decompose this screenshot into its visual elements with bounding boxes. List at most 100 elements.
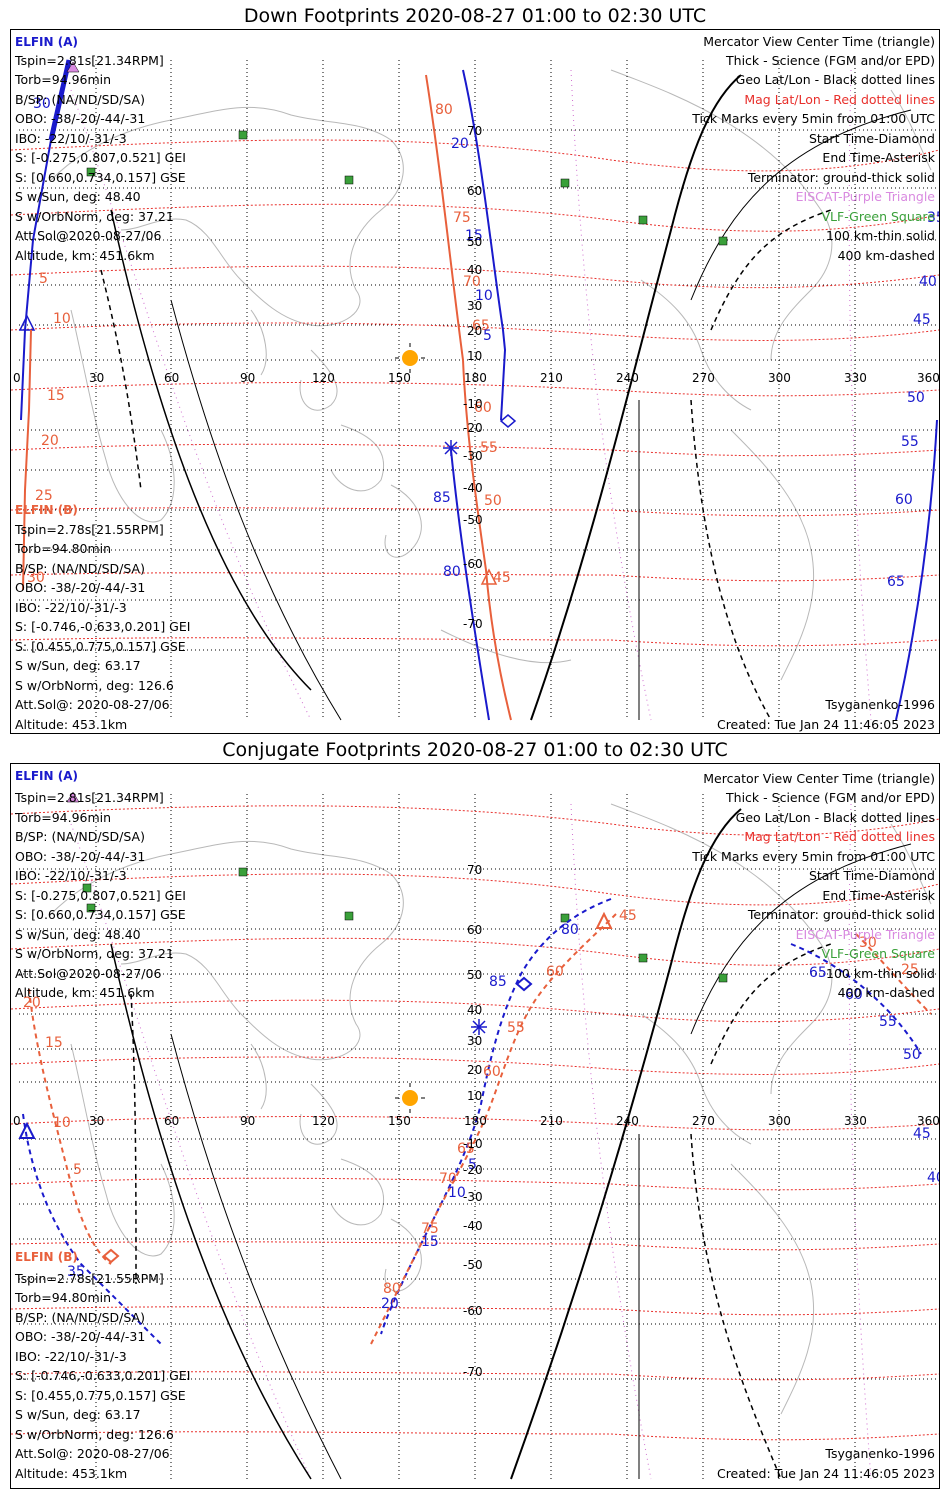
elfin-a-info-conj: ELFIN (A) Tspin=2.81s[21.34RPM] Torb=94.… [14,769,186,1000]
track-labels-conj: 20 15 10 5 35 80 85 5 10 15 20 45 60 55 … [23,908,945,1312]
info-line: S w/Sun, deg: 63.17 [15,1407,141,1422]
lat-label: 40 [467,1003,482,1017]
info-line: S w/OrbNorm, deg: 126.6 [15,1427,174,1442]
elfin-a-title: ELFIN (A) [15,769,78,783]
lat-label: -50 [463,513,483,527]
lat-label: 20 [467,324,482,338]
label-mid-red: 60 [546,964,564,980]
label-a: 20 [41,433,59,449]
info-line: OBO: -38/-20/-44/-31 [15,849,145,864]
sun-marker [395,1083,425,1113]
info-line: OBO: -38/-20/-44/-31 [15,580,145,595]
legend-item: End Time-Asterisk [822,888,935,903]
label-b: 65 [472,318,490,334]
lon-label: 150 [388,1114,411,1128]
lon-label: 330 [844,1114,867,1128]
lon-label: 90 [240,1114,255,1128]
info-line: Tspin=2.78s[21.55RPM] [14,1271,164,1286]
label-a-mid: 20 [451,136,469,152]
lat-label: 10 [467,349,482,363]
legend-conj: Mercator View Center Time (triangle) Thi… [691,771,936,1481]
legend-item: Mercator View Center Time (triangle) [703,771,935,786]
label-a-mid: 10 [475,288,493,304]
elfin-b-title: ELFIN (B) [15,503,78,517]
legend-item: EISCAT-Purple Triangle [796,189,936,204]
label-mid-red: 65 [457,1141,475,1157]
label-right-blue: 65 [809,965,827,981]
label-right-red: 25 [901,962,919,978]
label-mid-red: 60 [483,1064,501,1080]
geo-grid [19,794,939,1479]
info-line: Att.Sol@: 2020-08-27/06 [15,1446,170,1461]
panel-title-conjugate: Conjugate Footprints 2020-08-27 01:00 to… [222,739,728,761]
lat-label: 10 [467,1089,482,1103]
info-line: S: [-0.746,-0.633,0.201] GEI [15,1368,190,1383]
label-b: 50 [484,493,502,509]
mag-grid [10,69,940,721]
label-a: 10 [53,311,71,327]
label-a: 35 [67,1264,85,1280]
lat-label: 30 [467,299,482,313]
label-a: 5 [73,1162,82,1178]
lon-label: 240 [616,1114,639,1128]
lon-label: 150 [388,371,411,385]
label-a-right: 60 [895,492,913,508]
legend-item: Start Time-Diamond [809,131,935,146]
info-line: S: [-0.275,0.807,0.521] GEI [15,888,186,903]
label-a: 15 [45,1035,63,1051]
lat-label: 70 [467,124,482,138]
legend-item: EISCAT-Purple Triangle [796,927,936,942]
lat-label: -20 [463,1163,483,1177]
legend-item: Start Time-Diamond [809,868,935,883]
lat-label: -60 [463,557,483,571]
lat-label: -70 [463,1365,483,1379]
lat-label: 70 [467,863,482,877]
lon-label: 300 [768,1114,791,1128]
panel-title-down: Down Footprints 2020-08-27 01:00 to 02:3… [243,5,707,27]
lon-label: 330 [844,371,867,385]
coastlines [50,803,932,1415]
legend-item: Tick Marks every 5min from 01:00 UTC [691,849,935,864]
label-b: 75 [453,210,471,226]
legend-item: End Time-Asterisk [822,150,935,165]
mag-grid [10,803,940,1480]
legend-item: 100 km-thin solid [826,228,935,243]
lon-label: 300 [768,371,791,385]
label-a: 30 [27,570,45,586]
info-line: B/SP: (NA/ND/SD/SA) [15,561,145,576]
label-a-right: 55 [901,434,919,450]
elfin-a-title: ELFIN (A) [15,35,78,49]
elfin-b-info-down: ELFIN (B) Tspin=2.78s[21.55RPM] Torb=94.… [14,503,190,732]
lat-label: 60 [467,184,482,198]
info-line: Tspin=2.81s[21.34RPM] [14,53,164,68]
legend-item: Mag Lat/Lon - Red dotted lines [744,92,935,107]
lat-label: 50 [467,235,482,249]
label-a-mid: 5 [483,328,492,344]
created-label: Created: Tue Jan 24 11:46:05 2023 [717,717,935,732]
info-line: S w/Sun, deg: 48.40 [15,927,141,942]
lon-label: 120 [312,371,335,385]
info-line: Tspin=2.78s[21.55RPM] [14,522,164,537]
geo-grid [19,60,939,720]
info-line: Altitude, km: 451.6km [15,985,155,1000]
lat-label: -10 [463,1137,483,1151]
legend-item: VLF-Green Square [821,209,935,224]
legend-item: 400 km-dashed [838,985,935,1000]
lat-label: -40 [463,481,483,495]
info-line: S: [-0.275,0.807,0.521] GEI [15,150,186,165]
legend-item: Mag Lat/Lon - Red dotted lines [744,829,935,844]
lon-label: 210 [540,371,563,385]
end-asterisk-conj [471,1019,487,1035]
legend-item: Terminator: ground-thick solid [747,170,935,185]
lon-label: 180 [464,1114,487,1128]
lat-label: -40 [463,1219,483,1233]
sun-marker [395,343,425,373]
created-label: Created: Tue Jan 24 11:46:05 2023 [717,1466,935,1481]
map-svg-down: 30 5 10 15 20 25 30 80 75 70 65 60 55 50… [10,34,945,732]
label-right-blue: 60 [845,987,863,1003]
label-a: 5 [39,271,48,287]
lon-label: 0 [13,1114,21,1128]
legend-item: Geo Lat/Lon - Black dotted lines [736,72,935,87]
label-b: 60 [474,400,492,416]
eiscat-marker-conj [66,791,80,803]
